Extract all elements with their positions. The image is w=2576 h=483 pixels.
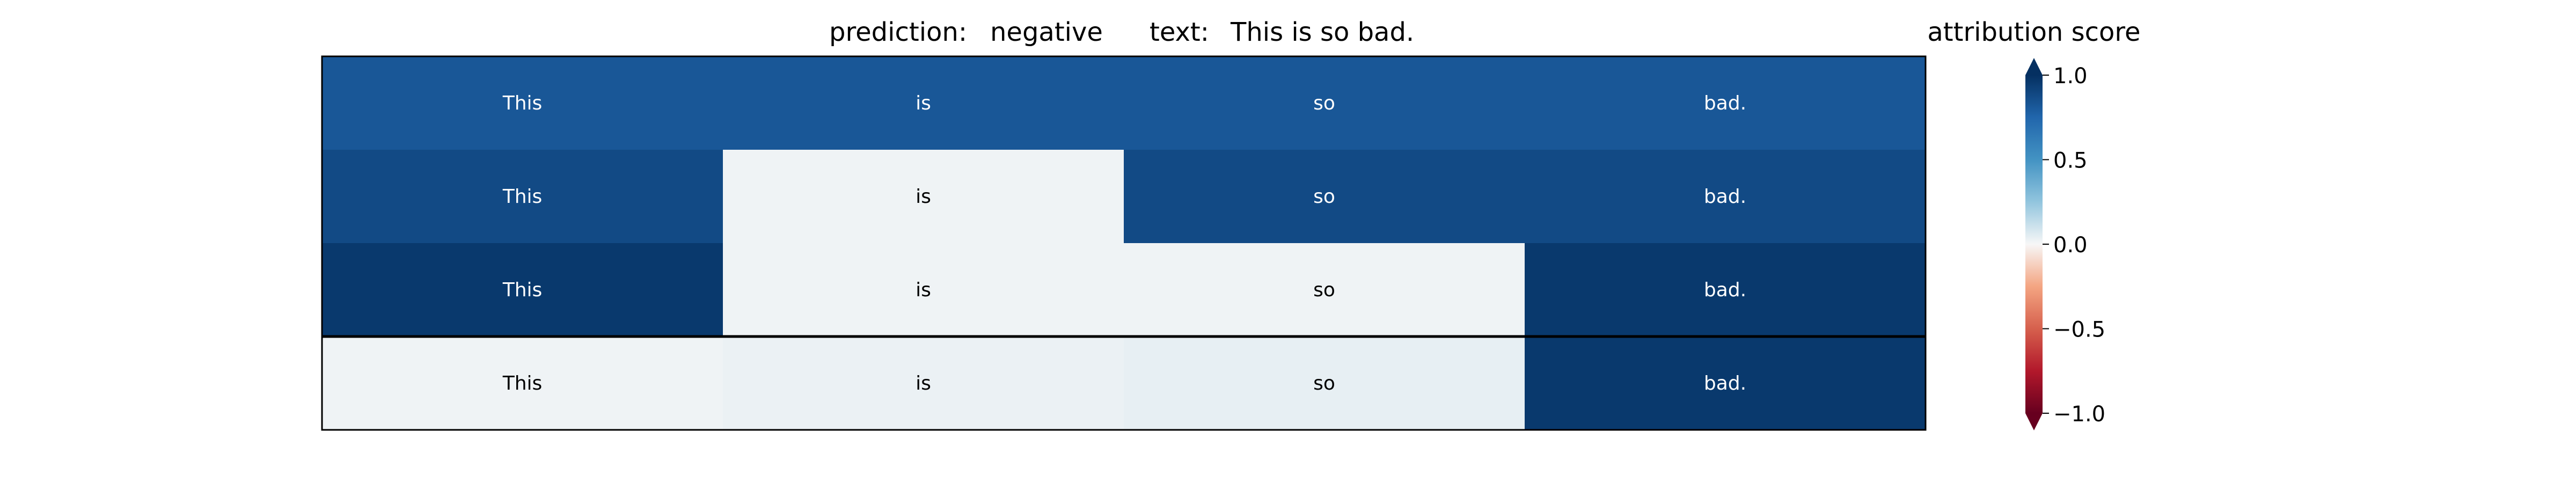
heatmap-cell bbox=[723, 150, 1124, 244]
cell-token-label: bad. bbox=[1704, 279, 1746, 301]
colorbar-gradient bbox=[2025, 75, 2043, 413]
heatmap-cell bbox=[723, 243, 1124, 337]
heatmap-cell bbox=[723, 56, 1124, 150]
cell-token-label: so bbox=[1313, 279, 1335, 301]
colorbar: attribution score 1.0 0.5 0.0 −0.5 −1.0 bbox=[1927, 17, 2141, 430]
heatmap-grid: This is so bad. This is so bad. This is so bad. This… bbox=[321, 55, 1927, 431]
heatmap-cell bbox=[1124, 150, 1525, 244]
heatmap-cell bbox=[1124, 56, 1525, 150]
heatmap-cell bbox=[723, 336, 1124, 430]
heatmap-cell bbox=[1124, 243, 1525, 337]
colorbar-extend-max bbox=[2025, 58, 2043, 75]
heatmap-cell bbox=[1525, 243, 1926, 337]
colorbar-tick-label: 0.5 bbox=[2053, 149, 2088, 173]
colorbar-extend-min bbox=[2025, 413, 2043, 430]
cell-token-label: This bbox=[502, 186, 543, 208]
title-text-value: This is so bad. bbox=[1230, 17, 1414, 47]
heatmap-cell bbox=[1525, 150, 1926, 244]
cell-token-label: is bbox=[916, 186, 931, 208]
colorbar-tick-label: −0.5 bbox=[2053, 318, 2105, 342]
cell-token-label: so bbox=[1313, 372, 1335, 394]
cell-token-label: This bbox=[502, 372, 543, 394]
cell-token-label: is bbox=[916, 372, 931, 394]
cell-token-label: is bbox=[916, 92, 931, 114]
title-text-label: text: bbox=[1150, 17, 1209, 47]
colorbar-title: attribution score bbox=[1927, 17, 2140, 47]
heatmap-cell bbox=[322, 56, 723, 150]
title-prediction-label: prediction: bbox=[829, 17, 967, 47]
heatmap-cell bbox=[1525, 56, 1926, 150]
heatmap-cell bbox=[322, 336, 723, 430]
heatmap-cell bbox=[322, 150, 723, 244]
cell-token-label: This bbox=[502, 92, 543, 114]
colorbar-tick-label: 1.0 bbox=[2053, 64, 2088, 89]
colorbar-tick-label: −1.0 bbox=[2053, 402, 2105, 427]
cell-token-label: This bbox=[502, 279, 543, 301]
heatmap-cell bbox=[322, 243, 723, 337]
title-prediction-value: negative bbox=[990, 17, 1103, 47]
heatmap-frame bbox=[321, 55, 1927, 431]
heatmap-cell bbox=[1124, 336, 1525, 430]
cell-token-label: is bbox=[916, 279, 931, 301]
cell-token-label: so bbox=[1313, 92, 1335, 114]
cell-token-label: bad. bbox=[1704, 186, 1746, 208]
cell-token-label: so bbox=[1313, 186, 1335, 208]
cell-token-label: bad. bbox=[1704, 92, 1746, 114]
heatmap-cell bbox=[1525, 336, 1926, 430]
colorbar-tick-label: 0.0 bbox=[2053, 233, 2088, 258]
cell-token-label: bad. bbox=[1704, 372, 1746, 394]
figure-title: prediction: negative text: This is so ba… bbox=[829, 17, 1414, 47]
